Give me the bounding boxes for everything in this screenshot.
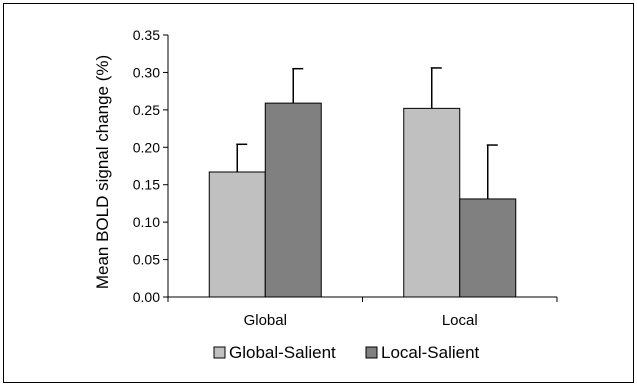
legend: Global-Salient Local-Salient — [213, 343, 480, 362]
bar-global-salient-global — [208, 171, 266, 298]
bar-local-salient-global — [264, 102, 322, 298]
legend-label: Global-Salient — [229, 343, 336, 362]
bar-global-salient-local — [403, 107, 461, 298]
y-tick-label: 0.20 — [133, 139, 160, 155]
y-tick-label: 0.00 — [133, 289, 160, 305]
x-category-label: Local — [442, 312, 478, 329]
plot-area: 0.00 0.05 0.10 0.15 0.20 0.25 0.30 0.35 Global Lo… — [133, 27, 558, 329]
legend-swatch-global-salient — [213, 346, 226, 359]
legend-label: Local-Salient — [381, 343, 480, 362]
y-tick-label: 0.30 — [133, 64, 160, 80]
bar-local-salient-local — [459, 198, 517, 298]
y-tick-label: 0.05 — [133, 252, 160, 268]
y-axis-label: Mean BOLD signal change (%) — [93, 55, 112, 289]
y-tick-label: 0.25 — [133, 102, 160, 118]
legend-swatch-local-salient — [365, 346, 378, 359]
y-tick-label: 0.10 — [133, 214, 160, 230]
x-category-label: Global — [244, 312, 287, 329]
y-tick-label: 0.15 — [133, 177, 160, 193]
y-tick-label: 0.35 — [133, 27, 160, 43]
